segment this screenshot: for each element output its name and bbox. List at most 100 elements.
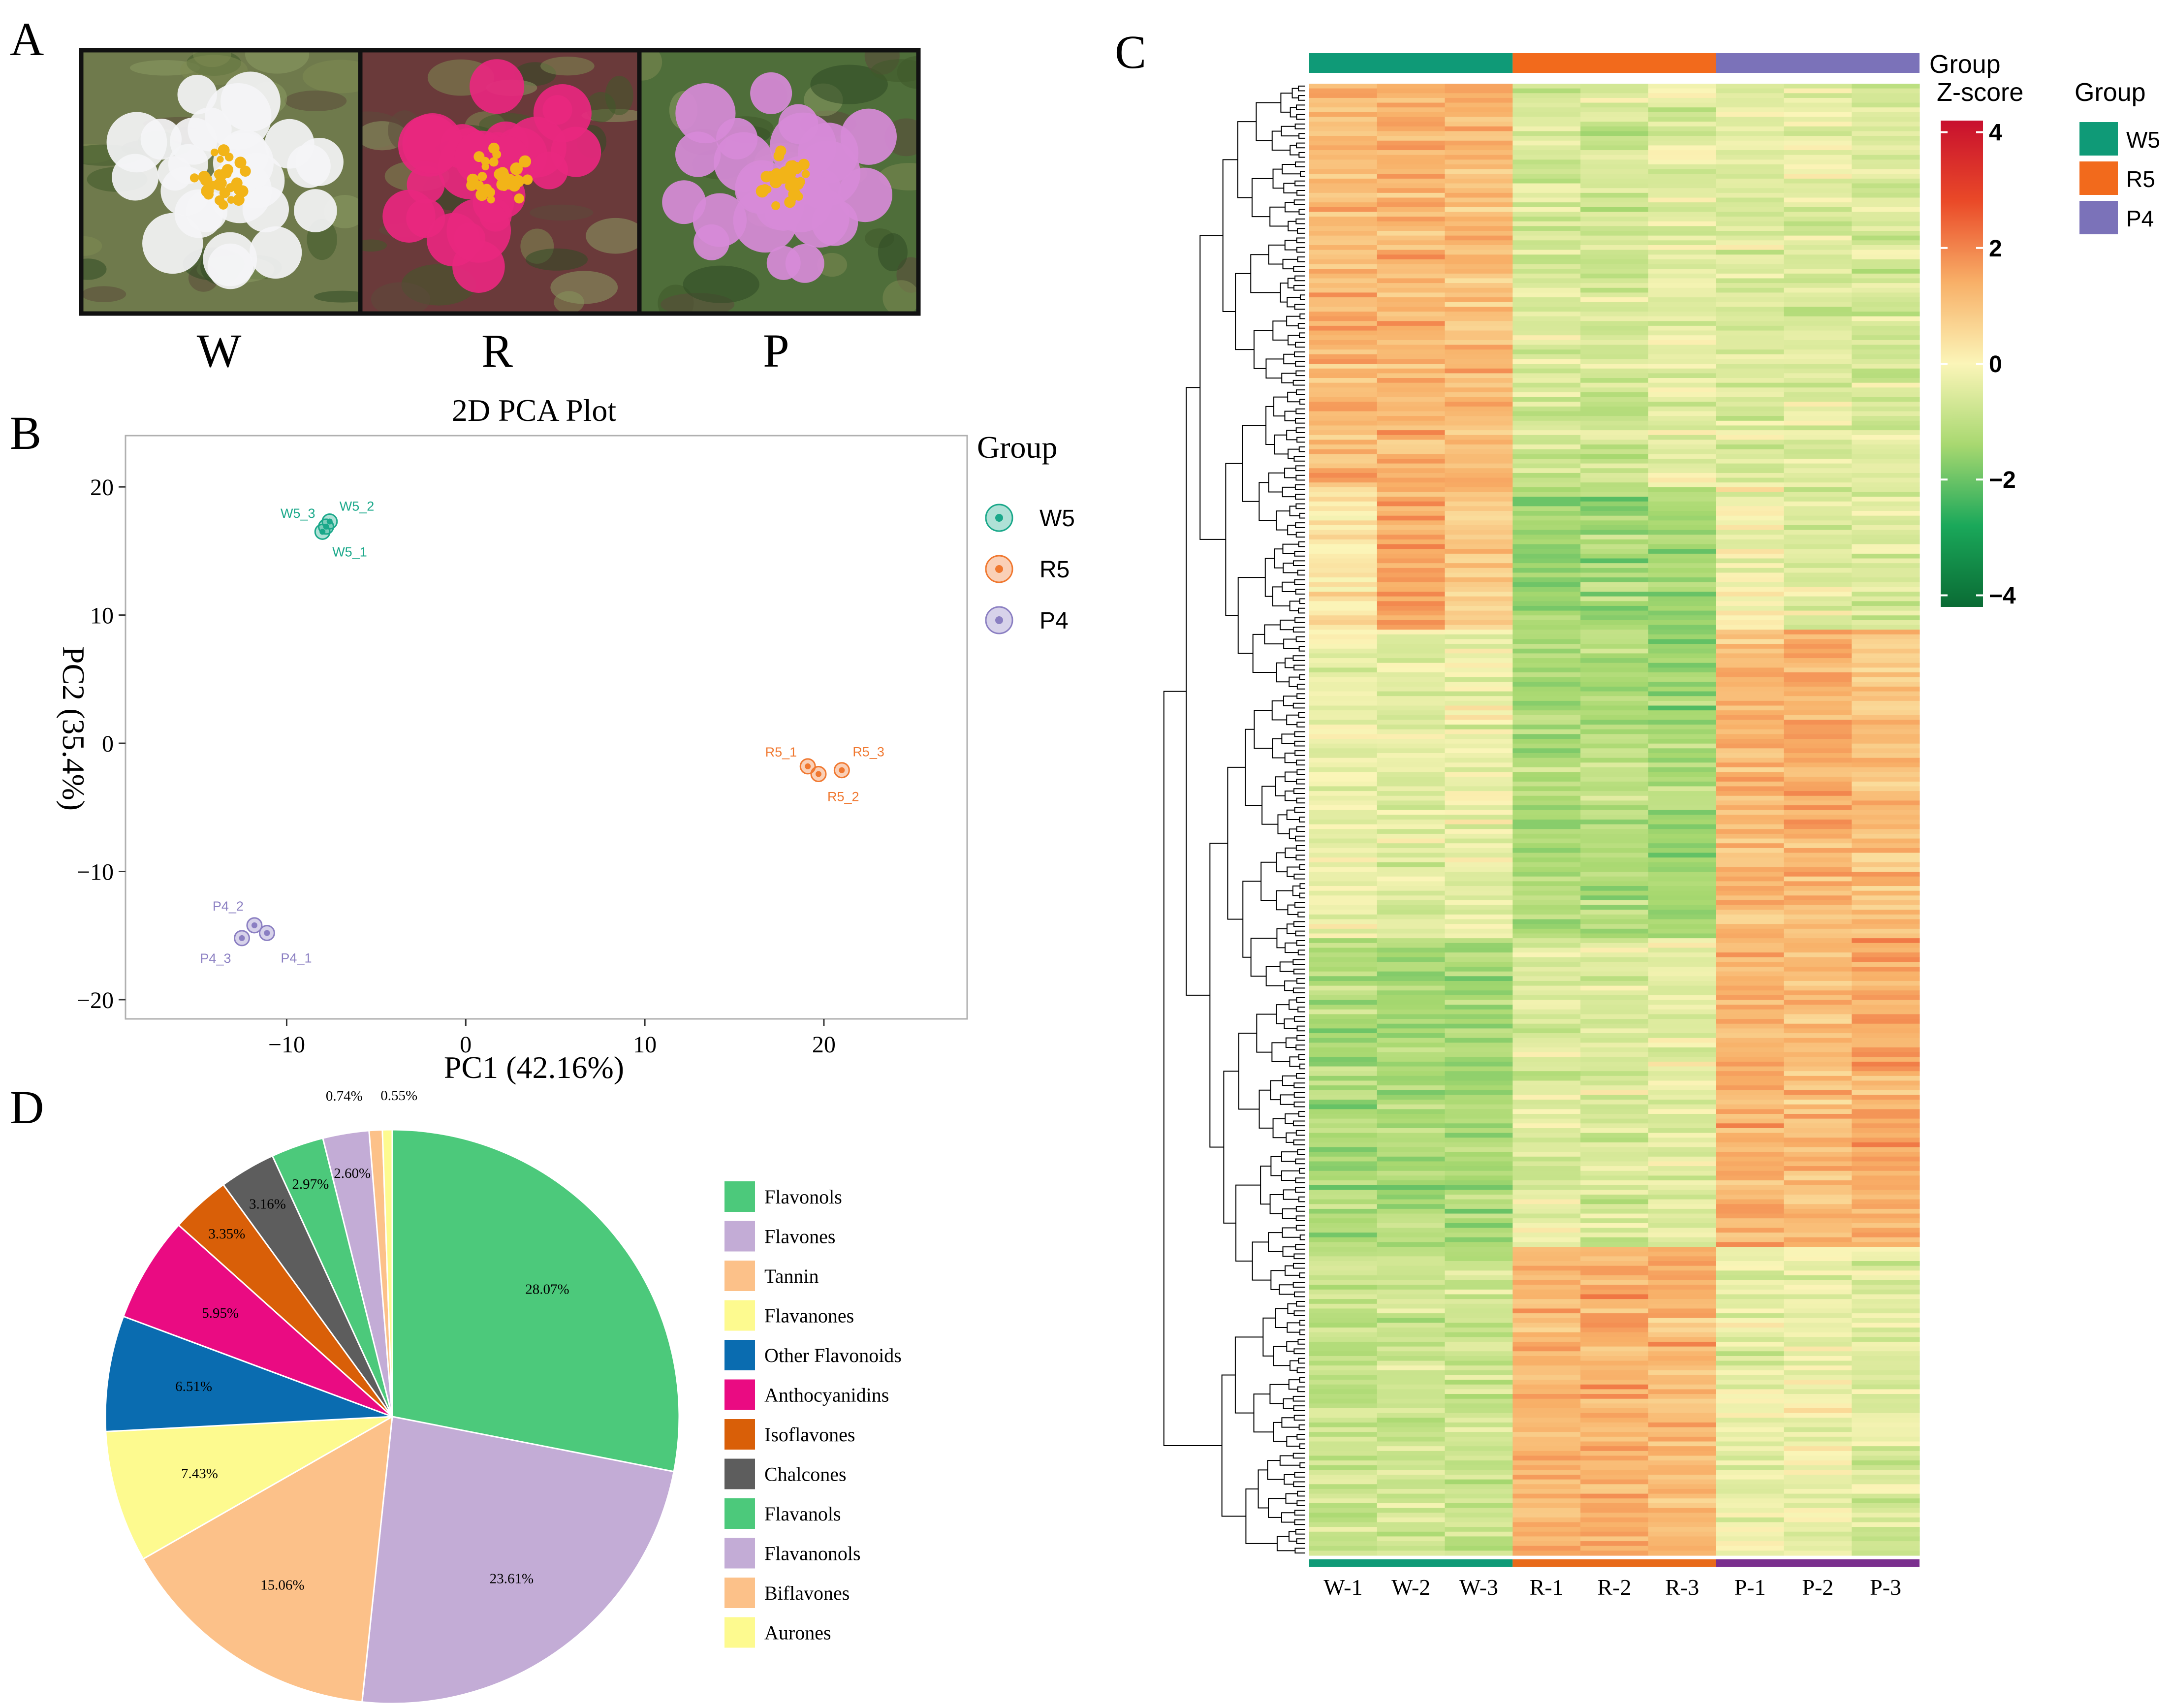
- heatmap-cell: [1309, 278, 1378, 284]
- heatmap-cell: [1580, 150, 1649, 156]
- heatmap-cell: [1309, 1256, 1378, 1262]
- heatmap-cell: [1512, 387, 1581, 393]
- heatmap-cell: [1309, 1047, 1378, 1053]
- heatmap-cell: [1512, 758, 1581, 763]
- heatmap-cell: [1445, 748, 1513, 754]
- heatmap-cell: [1512, 117, 1581, 122]
- heatmap-cell: [1512, 402, 1581, 407]
- heatmap-cell: [1852, 292, 1920, 298]
- heatmap-cell: [1445, 1233, 1513, 1238]
- heatmap-cell: [1580, 525, 1649, 531]
- heatmap-cell: [1784, 112, 1852, 118]
- heatmap-cell: [1445, 791, 1513, 796]
- heatmap-cell: [1580, 368, 1649, 374]
- heatmap-cell: [1716, 1009, 1785, 1015]
- flower-stamen: [771, 201, 781, 210]
- heatmap-cell: [1716, 876, 1785, 882]
- heatmap-cell: [1716, 520, 1785, 526]
- heatmap-cell: [1784, 753, 1852, 759]
- heatmap-cell: [1784, 1185, 1852, 1190]
- flower-stamen: [215, 195, 225, 205]
- heatmap-cell: [1512, 1247, 1581, 1252]
- heatmap-cell: [1580, 1460, 1649, 1466]
- heatmap-cell: [1445, 1285, 1513, 1290]
- heatmap-cell: [1580, 1104, 1649, 1109]
- heatmap-cell: [1648, 610, 1717, 616]
- heatmap-cell: [1377, 1318, 1446, 1323]
- heatmap-cell: [1852, 1213, 1920, 1219]
- flower-petal: [402, 113, 463, 174]
- dendrogram-branch: [1272, 586, 1290, 606]
- heatmap-cell: [1377, 1465, 1446, 1470]
- heatmap-cell: [1852, 805, 1920, 811]
- pie-slice-label: 15.06%: [260, 1578, 304, 1593]
- heatmap-cell: [1648, 952, 1717, 958]
- heatmap-cell: [1648, 1360, 1717, 1366]
- heatmap-cell: [1580, 677, 1649, 682]
- heatmap-cell: [1852, 368, 1920, 374]
- heatmap-cell: [1445, 734, 1513, 739]
- heatmap-cell: [1445, 1308, 1513, 1314]
- heatmap-cell: [1377, 568, 1446, 573]
- heatmap-cell: [1512, 420, 1581, 426]
- heatmap-cell: [1309, 1199, 1378, 1204]
- photo-frame: [637, 48, 921, 316]
- heatmap-cell: [1580, 501, 1649, 507]
- heatmap-cell: [1852, 938, 1920, 944]
- heatmap-cell: [1580, 364, 1649, 369]
- heatmap-cell: [1580, 435, 1649, 440]
- heatmap-cell: [1580, 848, 1649, 854]
- heatmap-cell: [1377, 297, 1446, 303]
- heatmap-cell: [1716, 682, 1785, 687]
- heatmap-cell: [1580, 1218, 1649, 1224]
- heatmap-cell: [1309, 577, 1378, 583]
- heatmap-cell: [1377, 1413, 1446, 1418]
- dendrogram-branch: [1298, 446, 1305, 452]
- heatmap-cell: [1580, 563, 1649, 569]
- pca-legend-key-dot: [995, 616, 1003, 624]
- heatmap-cell: [1648, 1233, 1717, 1238]
- heatmap-cell: [1648, 1038, 1717, 1043]
- heatmap-cell: [1512, 620, 1581, 626]
- dendrogram-branch: [1297, 949, 1305, 955]
- heatmap-cell: [1445, 667, 1513, 673]
- heatmap-cell: [1309, 1294, 1378, 1299]
- heatmap-cell: [1580, 1100, 1649, 1105]
- heatmap-cell: [1580, 985, 1649, 991]
- heatmap-cell: [1580, 1493, 1649, 1499]
- photo-foliage: [360, 239, 387, 252]
- heatmap-cell: [1716, 107, 1785, 113]
- heatmap-cell: [1512, 482, 1581, 488]
- heatmap-cell: [1784, 425, 1852, 431]
- heatmap-cell: [1445, 169, 1513, 174]
- heatmap-cell: [1377, 178, 1446, 184]
- heatmap-cell: [1852, 1033, 1920, 1039]
- heatmap-cell: [1377, 84, 1446, 89]
- heatmap-cell: [1716, 933, 1785, 939]
- heatmap-cell: [1580, 202, 1649, 208]
- pca-legend-key-dot: [995, 514, 1003, 522]
- dendrogram-branch: [1256, 1013, 1277, 1053]
- heatmap-cell: [1377, 795, 1446, 801]
- dendrogram-branch: [1265, 966, 1285, 986]
- heatmap-cell: [1377, 1303, 1446, 1309]
- heatmap-cell: [1377, 948, 1446, 953]
- dendrogram-branch: [1291, 88, 1299, 98]
- heatmap-cell: [1648, 1000, 1717, 1005]
- heatmap-cell: [1648, 1265, 1717, 1271]
- heatmap-cell: [1377, 511, 1446, 516]
- heatmap-cell: [1580, 169, 1649, 174]
- heatmap-cell: [1445, 477, 1513, 483]
- heatmap-cell: [1309, 283, 1378, 288]
- heatmap-cell: [1377, 269, 1446, 274]
- dendrogram-branch: [1282, 1227, 1300, 1238]
- heatmap-cell: [1648, 857, 1717, 863]
- heatmap-cell: [1445, 392, 1513, 398]
- heatmap-cell: [1784, 1170, 1852, 1176]
- heatmap-cell: [1309, 1475, 1378, 1480]
- heatmap-cell: [1852, 748, 1920, 754]
- heatmap-cell: [1784, 1142, 1852, 1148]
- heatmap-cell: [1784, 1052, 1852, 1057]
- heatmap-cell: [1648, 1142, 1717, 1148]
- heatmap-cell: [1377, 1460, 1446, 1466]
